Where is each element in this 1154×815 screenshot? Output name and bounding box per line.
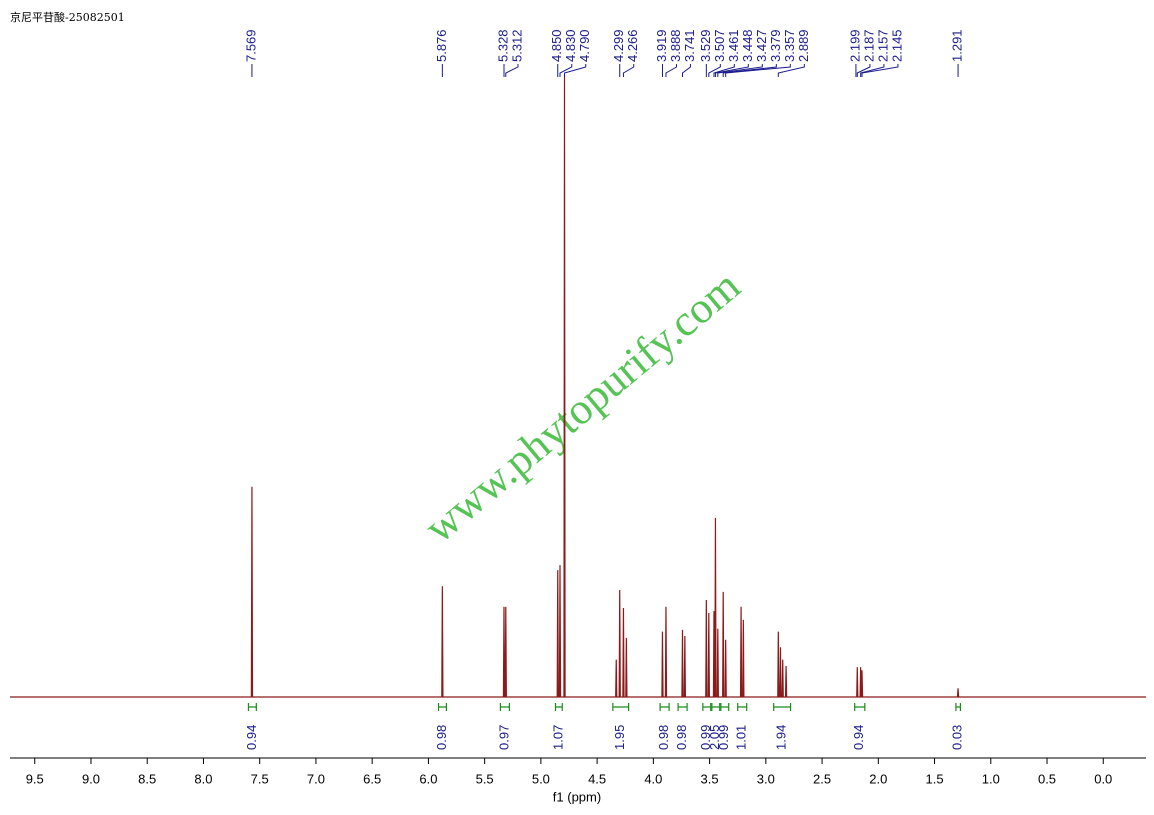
- chart-title: 京尼平苷酸-25082501: [10, 10, 125, 24]
- integral-label: 1.01: [734, 725, 749, 750]
- peak-label: 1.291: [949, 29, 964, 62]
- peak-connector: [622, 64, 635, 77]
- x-tick-label: 5.5: [476, 771, 494, 786]
- x-tick-label: 6.5: [363, 771, 381, 786]
- peak-label: 2.157: [875, 29, 890, 62]
- integral-bracket: [720, 703, 730, 711]
- x-tick-label: 2.0: [869, 771, 887, 786]
- integral-label: 0.94: [851, 725, 866, 750]
- peak-label: 3.919: [654, 29, 669, 62]
- x-axis-label: f1 (ppm): [553, 789, 601, 804]
- x-tick-label: 0.0: [1094, 771, 1112, 786]
- integral-label: 1.94: [774, 725, 789, 750]
- integral-label: 0.98: [674, 725, 689, 750]
- x-tick-label: 8.0: [194, 771, 212, 786]
- integral-label: 0.99: [716, 725, 731, 750]
- integral-label: 1.95: [612, 725, 627, 750]
- x-tick-label: 5.0: [532, 771, 550, 786]
- peak-connector: [722, 64, 777, 77]
- peak-connector: [559, 64, 573, 77]
- integral-bracket: [247, 703, 257, 711]
- peak-connector: [564, 64, 587, 77]
- integral-bracket: [773, 703, 792, 711]
- peak-label: 3.888: [668, 29, 683, 62]
- peak-connector: [708, 64, 721, 77]
- peak-connector: [713, 64, 735, 77]
- x-tick-label: 9.0: [82, 771, 100, 786]
- x-tick-label: 6.0: [419, 771, 437, 786]
- peak-connector: [860, 64, 885, 77]
- peak-connector: [681, 64, 691, 77]
- integral-label: 0.98: [656, 725, 671, 750]
- peak-label: 2.889: [796, 29, 811, 62]
- peak-label: 4.299: [611, 29, 626, 62]
- integral-label: 0.03: [950, 725, 965, 750]
- peak-connector: [725, 64, 791, 77]
- peak-label: 4.850: [549, 29, 564, 62]
- peak-label: 4.266: [625, 29, 640, 62]
- x-tick-label: 7.0: [307, 771, 325, 786]
- peak-label: 2.199: [847, 29, 862, 62]
- x-tick-label: 1.0: [982, 771, 1000, 786]
- peak-label: 5.328: [495, 29, 510, 62]
- x-tick-label: 3.0: [757, 771, 775, 786]
- peak-connector: [665, 64, 677, 77]
- peak-connector: [856, 64, 871, 77]
- integral-label: 2.05: [707, 725, 722, 750]
- x-tick-label: 4.5: [588, 771, 606, 786]
- x-tick-label: 1.5: [926, 771, 944, 786]
- peak-connector: [714, 64, 749, 77]
- integral-bracket: [499, 703, 510, 711]
- peak-label: 3.507: [712, 29, 727, 62]
- peak-label: 5.312: [509, 29, 524, 62]
- x-tick-label: 0.5: [1038, 771, 1056, 786]
- peak-connector: [505, 64, 519, 77]
- peak-label: 3.529: [698, 29, 713, 62]
- integral-bracket: [854, 703, 866, 711]
- integral-bracket: [711, 703, 721, 711]
- x-tick-label: 4.0: [644, 771, 662, 786]
- spectrum-line: [10, 74, 1146, 698]
- peak-label: 5.876: [434, 29, 449, 62]
- integral-label: 0.94: [244, 725, 259, 750]
- peak-label: 2.145: [889, 29, 904, 62]
- peak-label: 3.357: [782, 29, 797, 62]
- peak-label: 3.427: [754, 29, 769, 62]
- peak-label: 4.790: [577, 29, 592, 62]
- x-tick-label: 9.5: [26, 771, 44, 786]
- integral-bracket: [554, 703, 563, 711]
- peak-label: 3.379: [768, 29, 783, 62]
- watermark: www.phytopurify.com: [415, 261, 749, 553]
- integral-bracket: [702, 703, 712, 711]
- peak-connector: [777, 64, 805, 77]
- integral-label: 0.98: [434, 725, 449, 750]
- peak-label: 3.448: [740, 29, 755, 62]
- integral-label: 0.99: [698, 725, 713, 750]
- integral-bracket: [955, 703, 962, 711]
- integral-label: 1.07: [550, 725, 565, 750]
- peak-label: 4.830: [563, 29, 578, 62]
- integral-bracket: [737, 703, 748, 711]
- x-tick-label: 8.5: [138, 771, 156, 786]
- x-tick-label: 2.5: [813, 771, 831, 786]
- integral-bracket: [437, 703, 448, 711]
- peak-connector: [861, 64, 899, 77]
- peak-label: 3.461: [726, 29, 741, 62]
- peak-label: 2.187: [861, 29, 876, 62]
- x-tick-label: 7.5: [251, 771, 269, 786]
- integral-label: 0.97: [496, 725, 511, 750]
- peak-connector: [717, 64, 763, 77]
- x-tick-label: 3.5: [701, 771, 719, 786]
- integral-bracket: [677, 703, 688, 711]
- peak-label: 7.569: [243, 29, 258, 62]
- peak-label: 3.741: [682, 29, 697, 62]
- integral-bracket: [659, 703, 670, 711]
- integral-bracket: [612, 703, 630, 711]
